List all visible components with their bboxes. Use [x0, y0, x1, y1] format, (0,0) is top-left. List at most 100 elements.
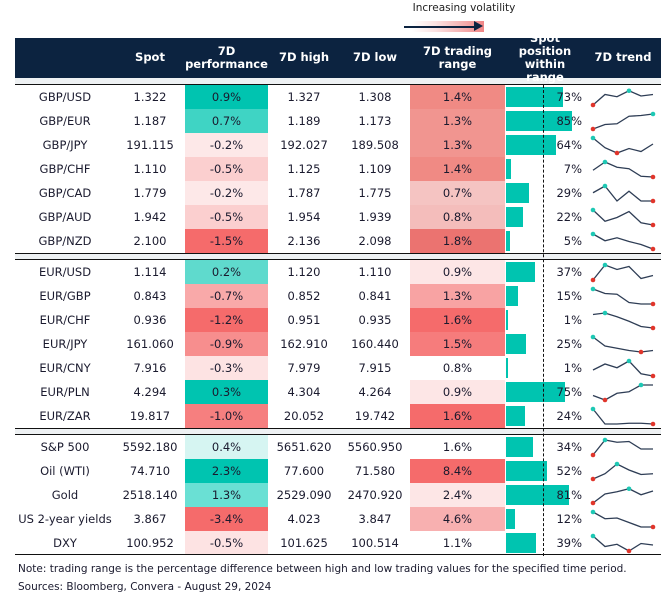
- trend-sparkline: [592, 183, 656, 204]
- performance-cell: -3.4%: [185, 507, 268, 531]
- range-cell: 0.9%: [410, 380, 505, 404]
- low-value: 71.580: [354, 464, 396, 478]
- trend-line: [592, 463, 654, 480]
- trend-sparkline: [592, 310, 656, 331]
- high-value: 4.023: [287, 512, 321, 526]
- trend-max-marker: [614, 461, 620, 467]
- trend-min-marker: [650, 301, 656, 307]
- position-percent: 25%: [556, 337, 582, 351]
- instrument-name: S&P 500: [40, 440, 90, 454]
- trend-min-marker: [590, 476, 596, 482]
- spot-value: 1.942: [133, 210, 167, 224]
- trend-line: [592, 408, 654, 425]
- range-cell: 0.8%: [410, 205, 505, 229]
- position-cell: 1%: [505, 308, 585, 332]
- spot-value: 4.294: [133, 385, 167, 399]
- trend-max-marker: [590, 231, 596, 237]
- trend-max-marker: [590, 533, 596, 538]
- trend-cell: [585, 181, 661, 205]
- low-value: 0.841: [358, 289, 392, 303]
- trend-line: [592, 233, 654, 250]
- position-cell: 25%: [505, 332, 585, 356]
- trend-sparkline: [590, 486, 654, 506]
- trend-min-marker: [590, 452, 596, 458]
- table-row: Oil (WTI) 74.710 2.3% 77.600 71.580 8.4%…: [15, 459, 661, 483]
- low-value: 189.508: [351, 138, 399, 152]
- trend-cell: [585, 109, 661, 133]
- high-value: 1.787: [287, 186, 321, 200]
- spot-value: 5592.180: [122, 440, 178, 454]
- trend-min-marker: [650, 198, 656, 204]
- performance-cell: 1.3%: [185, 483, 268, 507]
- instrument-name: GBP/CAD: [38, 186, 92, 200]
- header-high: 7D high: [278, 50, 330, 65]
- trend-min-marker: [650, 524, 656, 530]
- range-cell: 1.1%: [410, 531, 505, 554]
- position-percent: 24%: [556, 409, 582, 423]
- low-value: 0.935: [358, 313, 392, 327]
- spot-value: 0.936: [133, 313, 167, 327]
- trend-cell: [585, 380, 661, 404]
- position-cell: 1%: [505, 356, 585, 380]
- trend-cell: [585, 459, 661, 483]
- position-cell: 24%: [505, 404, 585, 428]
- header-position: Spot position within range: [518, 30, 572, 85]
- trend-min-marker: [602, 397, 608, 403]
- position-bar: [506, 159, 512, 179]
- volatility-gradient: [404, 21, 484, 32]
- performance-cell: -0.5%: [185, 157, 268, 181]
- trend-min-marker: [638, 349, 644, 355]
- range-cell: 1.4%: [410, 157, 505, 181]
- trend-line: [592, 288, 653, 305]
- trend-sparkline: [590, 286, 656, 307]
- trend-sparkline: [592, 159, 656, 180]
- trend-max-marker: [638, 382, 644, 388]
- trend-sparkline: [590, 334, 654, 355]
- position-bar: [506, 111, 573, 131]
- position-percent: 52%: [556, 464, 582, 478]
- trend-min-marker: [650, 373, 656, 379]
- spot-value: 1.187: [133, 114, 167, 128]
- trend-sparkline: [590, 461, 654, 482]
- high-value: 162.910: [280, 337, 328, 351]
- high-value: 1.125: [287, 162, 321, 176]
- spot-value: 1.779: [133, 186, 167, 200]
- trend-max-marker: [626, 486, 632, 492]
- high-value: 2.136: [287, 234, 321, 248]
- performance-cell: -0.5%: [185, 205, 268, 229]
- trend-min-marker: [650, 325, 656, 331]
- instrument-name: EUR/JPY: [42, 337, 88, 351]
- table-row: EUR/ZAR 19.817 -1.0% 20.052 19.742 1.6% …: [15, 404, 661, 428]
- position-cell: 29%: [505, 181, 585, 205]
- range-cell: 0.7%: [410, 181, 505, 205]
- position-bar: [506, 358, 508, 378]
- range-cell: 1.8%: [410, 229, 505, 253]
- table-row: GBP/USD 1.322 0.9% 1.327 1.308 1.4% 73%: [15, 85, 661, 109]
- trend-min-marker: [650, 174, 656, 180]
- range-cell: 8.4%: [410, 459, 505, 483]
- trend-line: [592, 264, 654, 281]
- position-bar: [506, 286, 518, 306]
- performance-cell: -1.2%: [185, 308, 268, 332]
- instrument-name: GBP/EUR: [39, 114, 91, 128]
- table-row: GBP/AUD 1.942 -0.5% 1.954 1.939 0.8% 22%: [15, 205, 661, 229]
- trend-line: [592, 185, 653, 202]
- performance-cell: 0.4%: [185, 435, 268, 459]
- position-bar: [506, 262, 535, 282]
- position-percent: 22%: [556, 210, 582, 224]
- performance-cell: 0.9%: [185, 85, 268, 109]
- performance-cell: -0.2%: [185, 133, 268, 157]
- low-value: 3.847: [358, 512, 392, 526]
- table-row: GBP/NZD 2.100 -1.5% 2.136 2.098 1.8% 5%: [15, 229, 661, 253]
- position-bar: [506, 87, 563, 107]
- position-bar: [506, 207, 524, 227]
- high-value: 7.979: [287, 361, 321, 375]
- header-range: 7D trading range: [422, 43, 493, 71]
- high-value: 20.052: [283, 409, 325, 423]
- high-value: 192.027: [280, 138, 328, 152]
- table-row: EUR/USD 1.114 0.2% 1.120 1.110 0.9% 37%: [15, 260, 661, 284]
- trend-cell: [585, 507, 661, 531]
- trend-cell: [585, 435, 661, 459]
- instrument-name: EUR/ZAR: [39, 409, 91, 423]
- performance-cell: 0.7%: [185, 109, 268, 133]
